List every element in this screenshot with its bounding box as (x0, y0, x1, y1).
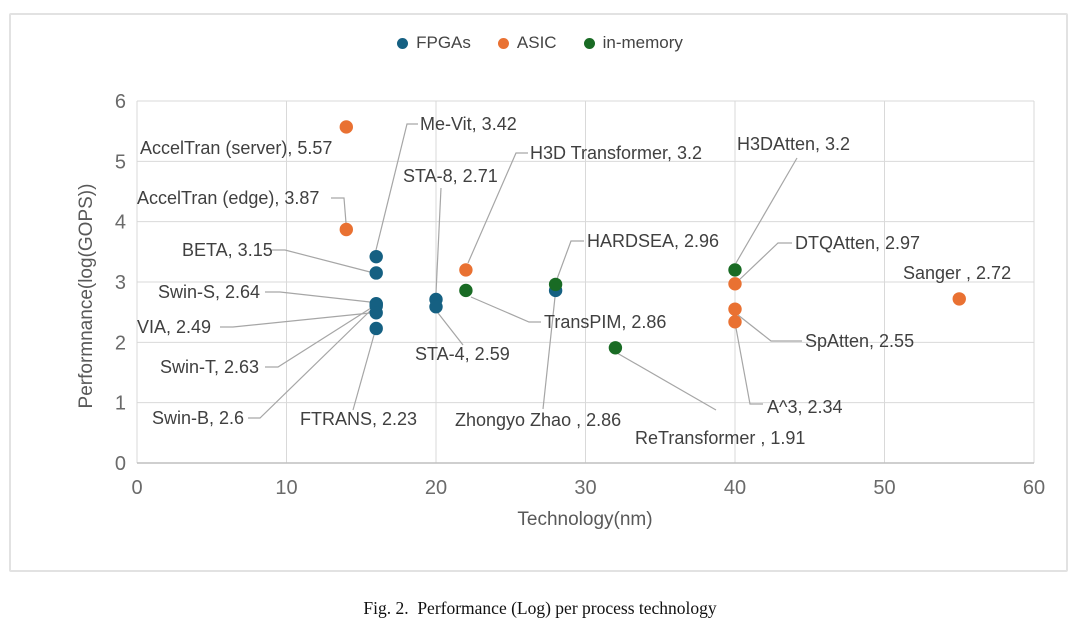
x-tick-label: 60 (1023, 477, 1045, 499)
y-axis-title: Performnance(log(GOPS)) (76, 184, 97, 409)
data-point-label: HARDSEA, 2.96 (587, 231, 719, 251)
axis-tick-labels: 0 10 20 30 40 50 60 0 1 2 3 4 5 6 (115, 91, 1045, 499)
legend-marker-in-memory-icon (583, 37, 595, 49)
y-tick-label: 3 (115, 272, 126, 294)
x-tick-label: 0 (131, 477, 142, 499)
data-point-label: H3D Transformer, 3.2 (530, 143, 702, 163)
data-point-label: SpAtten, 2.55 (805, 331, 914, 351)
data-point-label: Sanger , 2.72 (903, 263, 1011, 283)
legend-marker-fpgas-icon (397, 37, 409, 49)
data-point (548, 277, 563, 292)
data-point (728, 263, 742, 277)
data-point-label: H3DAtten, 3.2 (737, 134, 850, 154)
leader-line (737, 314, 802, 342)
data-point-label: FTRANS, 2.23 (300, 409, 417, 429)
data-point-label: BETA, 3.15 (182, 240, 273, 260)
leader-line (735, 327, 763, 405)
leader-line (220, 312, 371, 328)
leader-line (435, 187, 442, 294)
data-point-label: Me-Vit, 3.42 (420, 114, 517, 134)
data-point (728, 315, 742, 329)
x-tick-label: 10 (275, 477, 297, 499)
leader-line (331, 197, 347, 224)
figure-caption: Fig. 2. Performance (Log) per process te… (363, 598, 717, 618)
data-point-label: DTQAtten, 2.97 (795, 233, 920, 253)
x-tick-label: 30 (574, 477, 596, 499)
legend-label-asic: ASIC (516, 33, 557, 52)
leader-line (272, 249, 371, 273)
data-point-label: TransPIM, 2.86 (544, 312, 666, 332)
y-tick-label: 4 (115, 212, 126, 234)
data-point (369, 249, 383, 264)
x-tick-label: 20 (425, 477, 447, 499)
gridlines (136, 100, 1035, 464)
data-point-label: ReTransformer , 1.91 (635, 428, 805, 448)
leader-line (556, 240, 584, 280)
data-point-label: VIA, 2.49 (137, 317, 211, 337)
x-axis-title: Technology(nm) (517, 509, 652, 530)
legend-label-fpgas: FPGAs (416, 33, 471, 52)
leader-line (375, 123, 418, 251)
data-point-label: Zhongyo Zhao , 2.86 (455, 410, 621, 430)
leader-line (265, 307, 372, 368)
data-point (952, 292, 966, 306)
legend-marker-asic-icon (497, 37, 509, 49)
data-point-label: STA-8, 2.71 (403, 166, 498, 186)
leader-line (616, 352, 717, 411)
data-point-label: AccelTran (edge), 3.87 (137, 188, 319, 208)
leader-line (437, 312, 464, 346)
chart-legend: FPGAs ASIC in-memory (0, 33, 1080, 53)
leader-line (542, 296, 556, 410)
leader-line (470, 296, 541, 323)
data-point (339, 120, 353, 134)
data-point (728, 302, 742, 316)
label-leader-lines (220, 123, 802, 419)
data-point (608, 341, 623, 355)
data-point-label: Swin-T, 2.63 (160, 357, 259, 377)
data-point (429, 300, 443, 314)
x-tick-label: 40 (724, 477, 746, 499)
y-tick-label: 6 (115, 91, 126, 113)
y-tick-label: 5 (115, 151, 126, 173)
data-point-label: STA-4, 2.59 (415, 344, 510, 364)
data-point-label: Swin-B, 2.6 (152, 408, 244, 428)
data-point (339, 222, 353, 237)
data-point (459, 263, 473, 277)
leader-line (735, 157, 798, 264)
data-labels: Me-Vit, 3.42 BETA, 3.15 Swin-S, 2.64 Swin-T… (137, 114, 1011, 448)
leader-line (737, 242, 792, 282)
data-point (728, 277, 742, 291)
data-point-label: A^3, 2.34 (767, 397, 843, 417)
legend-item-fpgas: FPGAs (397, 33, 471, 53)
legend-item-asic: ASIC (497, 33, 557, 53)
legend-item-in-memory: in-memory (583, 33, 683, 53)
chart-area (9, 13, 1068, 572)
data-point (369, 266, 383, 280)
y-tick-label: 1 (115, 393, 126, 415)
leader-line (265, 291, 371, 303)
data-point (459, 283, 473, 298)
leader-line (248, 309, 372, 419)
y-tick-label: 0 (115, 453, 126, 475)
data-points (339, 120, 966, 355)
data-point-label: AccelTran (server), 5.57 (140, 138, 332, 158)
legend-label-in-memory: in-memory (602, 33, 683, 52)
scatter-plot: Me-Vit, 3.42 BETA, 3.15 Swin-S, 2.64 Swin-T… (76, 91, 1045, 530)
leader-line (467, 152, 528, 264)
data-point (369, 321, 383, 336)
leader-line (352, 334, 375, 411)
y-tick-label: 2 (115, 332, 126, 354)
x-tick-label: 50 (873, 477, 895, 499)
data-point (369, 306, 383, 320)
data-point-label: Swin-S, 2.64 (158, 282, 260, 302)
